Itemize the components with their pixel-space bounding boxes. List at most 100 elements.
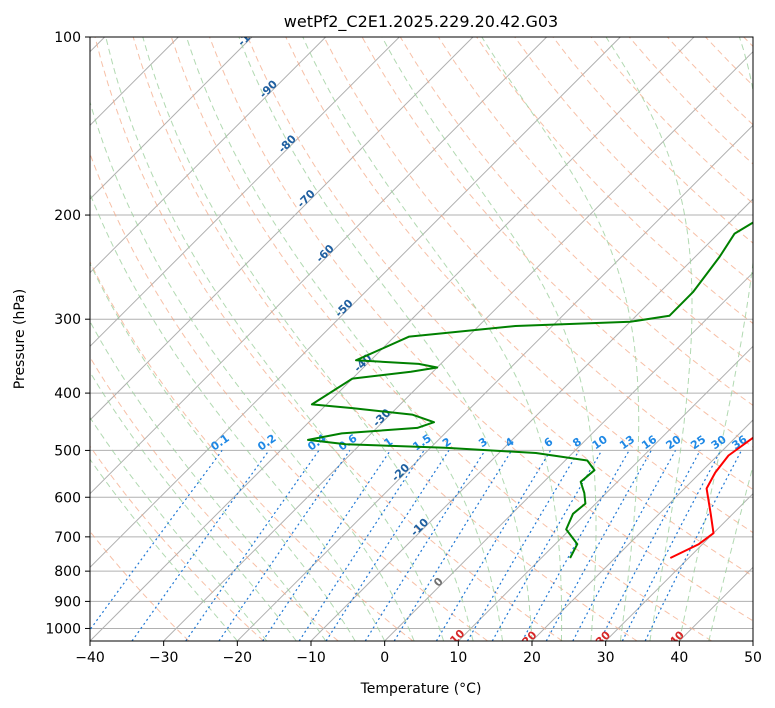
- isotherm-line: [163, 50, 753, 641]
- x-axis-title: Temperature (°C): [360, 681, 482, 697]
- dry-adiabat: [247, 37, 753, 577]
- isotherm-label: -50: [332, 296, 355, 319]
- mixing-ratio-label: 8: [570, 435, 584, 450]
- mixing-ratio-line: [298, 450, 425, 641]
- y-axis-title: Pressure (hPa): [12, 289, 28, 389]
- isotherm-line: [310, 198, 753, 641]
- axes: −40 −30 −20 −10 0 10 20 30 40 50 1000 900 800 700 600 5…: [45, 30, 762, 666]
- isotherm-line: [236, 124, 753, 641]
- isotherm-line: [90, 37, 253, 200]
- mixing-ratio-line: [491, 450, 603, 641]
- temperature-profile-line: [669, 436, 753, 559]
- mixing-ratio-label: 6: [542, 435, 556, 450]
- moist-adiabat: [90, 100, 415, 641]
- isotherm-line: [90, 37, 474, 421]
- moist-adiabat: [302, 37, 563, 641]
- moist-adiabat: [90, 320, 327, 641]
- dry-adiabat: [323, 37, 753, 491]
- mixing-ratio-line: [572, 450, 677, 641]
- x-tick-label: 40: [670, 650, 688, 666]
- x-tick-label: 0: [380, 650, 389, 666]
- mixing-ratio-line: [644, 450, 743, 641]
- moist-adiabat: [381, 37, 597, 641]
- mixing-ratio-line: [364, 450, 486, 641]
- plot-frame: [89, 36, 754, 642]
- isotherm-label: 40: [667, 628, 687, 648]
- dry-adiabat: [552, 37, 753, 244]
- y-tick-label: 200: [54, 208, 81, 224]
- isotherm-label: -20: [389, 461, 412, 484]
- dewpoint-profile-line: [307, 221, 753, 559]
- mixing-ratio-line: [131, 450, 270, 641]
- dry-adiabat: [437, 37, 753, 365]
- mixing-ratio-label: 30: [709, 433, 729, 453]
- isotherm-line: [457, 345, 753, 641]
- dry-adiabat: [90, 260, 414, 641]
- isotherm-line: [752, 640, 753, 641]
- dry-adiabat: [132, 37, 638, 641]
- isotherm-label: -100: [235, 20, 264, 49]
- dry-adiabat: [170, 37, 712, 641]
- isotherm-label: 20: [520, 628, 540, 648]
- moist-adiabat: [678, 37, 753, 641]
- moist-adiabat: [605, 37, 693, 641]
- dry-adiabat: [476, 37, 753, 325]
- isotherm-label: -90: [257, 77, 280, 100]
- moist-adiabat: [90, 371, 297, 641]
- mixing-ratio-line: [545, 450, 652, 641]
- isotherm-label: 10: [447, 627, 467, 647]
- dry-adiabat: [514, 37, 753, 284]
- chart-title: wetPf2_C2E1.2025.229.20.42.G03: [284, 12, 558, 32]
- y-tick-label: 700: [54, 530, 81, 546]
- mixing-ratio-line: [521, 450, 630, 641]
- x-tick-label: −20: [223, 650, 253, 666]
- profile-lines: [307, 221, 753, 559]
- mixing-ratio-line: [599, 450, 701, 641]
- y-tick-label: 1000: [45, 621, 81, 637]
- moist-adiabat: [90, 192, 386, 641]
- mixing-ratio-line: [218, 450, 351, 641]
- isotherm-line: [90, 37, 400, 348]
- y-tick-label: 900: [54, 594, 81, 610]
- y-tick-label: 600: [54, 490, 81, 506]
- isotherm-line: [90, 37, 327, 274]
- isotherm-label: -60: [314, 242, 337, 265]
- moist-adiabat: [90, 458, 238, 641]
- mixing-ratio-line: [90, 450, 223, 631]
- dry-adiabat: [667, 37, 753, 126]
- dry-adiabat: [94, 37, 563, 641]
- isotherm-label: -80: [276, 132, 299, 155]
- moist-adiabat: [142, 37, 474, 641]
- mixing-ratio-line: [466, 450, 580, 641]
- background-lines: 0.1 0.2 0.4 0.6 1 1.5 2 3 4 6 8 10 13 16 20 25 30 36-100-…: [90, 20, 753, 648]
- mixing-ratio-line: [393, 450, 513, 641]
- moist-adiabat: [186, 37, 503, 641]
- moist-adiabat: [708, 464, 753, 641]
- mixing-ratio-line: [262, 450, 391, 641]
- dry-adiabat: [590, 37, 753, 205]
- mixing-ratio-label: 25: [688, 433, 708, 452]
- mixing-ratio-label: 13: [617, 433, 637, 452]
- dry-adiabat: [90, 530, 190, 641]
- mixing-ratio-line: [435, 450, 552, 641]
- x-tick-label: 50: [744, 650, 762, 666]
- dry-adiabat: [285, 37, 753, 534]
- mixing-ratio-line: [621, 450, 722, 641]
- isotherm-label: -70: [295, 187, 318, 210]
- y-tick-label: 400: [54, 386, 81, 402]
- dry-adiabat: [705, 37, 753, 87]
- isotherm-line: [90, 37, 548, 495]
- isotherm-line: [90, 37, 695, 641]
- moist-adiabat: [105, 37, 445, 641]
- isotherm-line: [678, 566, 753, 641]
- dry-adiabat: [90, 356, 339, 641]
- x-tick-label: 20: [523, 650, 541, 666]
- x-tick-label: −40: [75, 650, 105, 666]
- y-tick-label: 100: [54, 30, 81, 46]
- y-tick-label: 800: [54, 564, 81, 580]
- isotherm-line: [90, 37, 621, 569]
- mixing-ratio-label: 1: [382, 435, 396, 450]
- x-tick-label: −30: [149, 650, 179, 666]
- moist-adiabat: [90, 262, 356, 641]
